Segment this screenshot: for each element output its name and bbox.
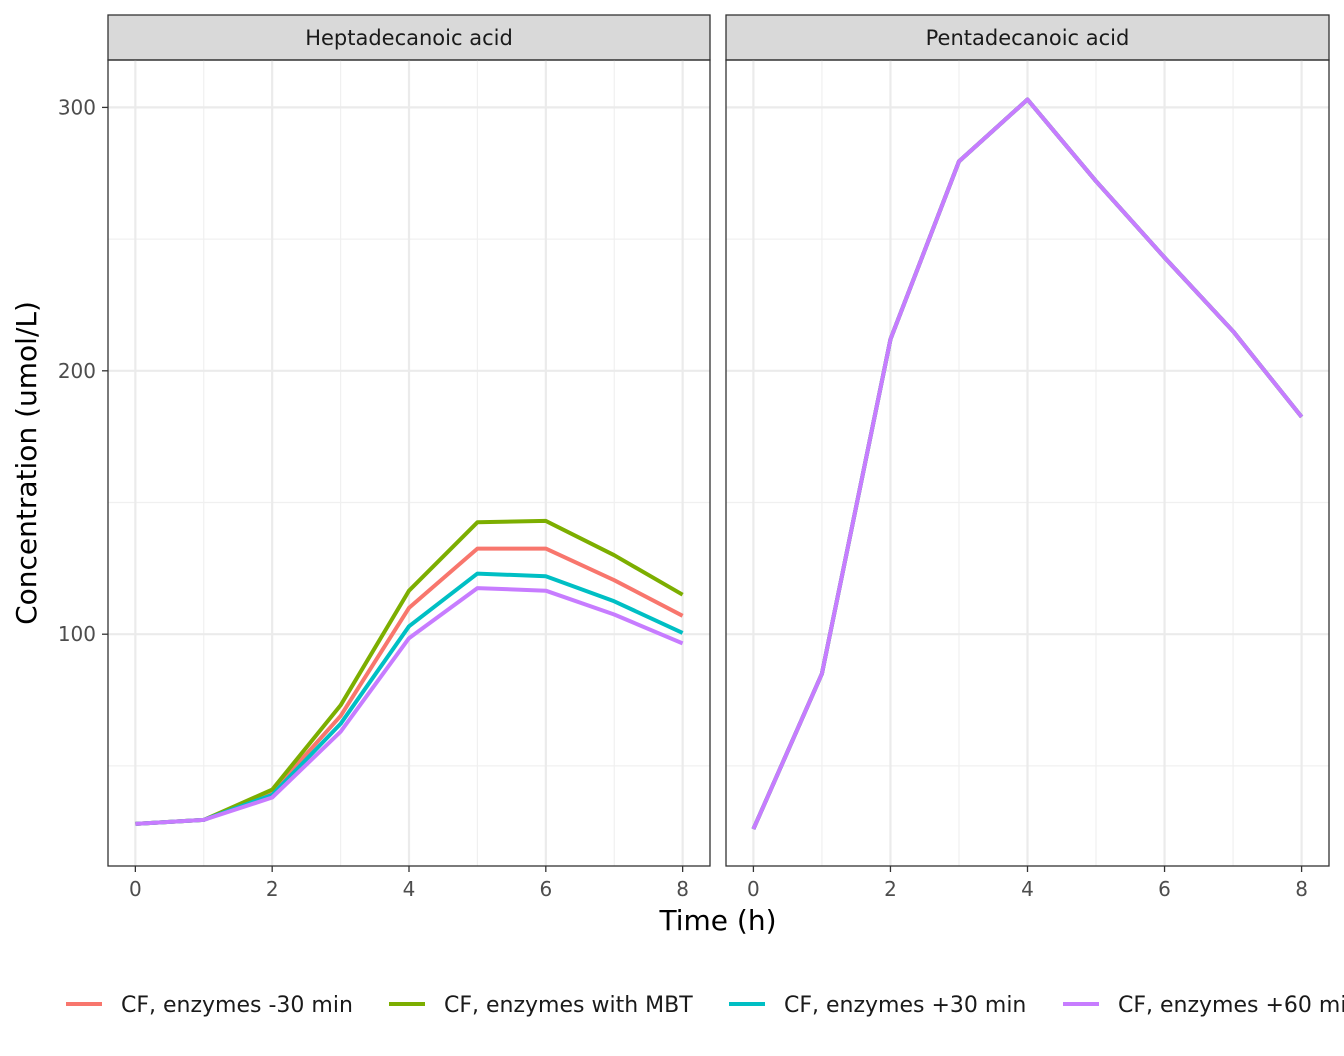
legend-item: CF, enzymes +60 min (1063, 993, 1344, 1018)
legend-item: CF, enzymes +30 min (729, 993, 1026, 1018)
panel-title: Pentadecanoic acid (926, 26, 1130, 50)
x-tick-label: 0 (747, 877, 760, 901)
panel-strip (725, 14, 1330, 61)
legend: CF, enzymes -30 min CF, enzymes with MBT C… (66, 993, 1344, 1018)
panel-title: Heptadecanoic acid (305, 26, 513, 50)
x-tick-label: 6 (1158, 877, 1171, 901)
x-tick-label: 2 (884, 877, 897, 901)
x-tick-label: 4 (403, 877, 416, 901)
series-line-cf-enzymes-60-min (751, 97, 1304, 830)
legend-label: CF, enzymes with MBT (444, 993, 693, 1018)
legend-item: CF, enzymes with MBT (389, 993, 693, 1018)
legend-label: CF, enzymes -30 min (121, 993, 353, 1018)
x-tick-label: 8 (676, 877, 689, 901)
panel-0: Heptadecanoic acid 0 2 4 6 8 100 200 300 (58, 14, 711, 901)
y-tick-label: 300 (58, 95, 96, 119)
series-line-cf-enzymes-60-min (135, 586, 684, 826)
legend-label: CF, enzymes +60 min (1118, 993, 1344, 1018)
y-axis-title: Concentration (umol/L) (10, 301, 43, 625)
legend-item: CF, enzymes -30 min (66, 993, 353, 1018)
x-axis-title: Time (h) (658, 904, 776, 937)
panel-strip (107, 14, 711, 61)
x-tick-label: 4 (1021, 877, 1034, 901)
panels: Heptadecanoic acid 0 2 4 6 8 100 200 300 Pentadec… (58, 14, 1330, 901)
x-tick-label: 8 (1295, 877, 1308, 901)
y-tick-label: 100 (58, 622, 96, 646)
x-tick-label: 6 (539, 877, 552, 901)
x-tick-label: 0 (129, 877, 142, 901)
panel-1: Pentadecanoic acid 0 2 4 6 8 (725, 14, 1330, 901)
x-tick-label: 2 (266, 877, 279, 901)
legend-label: CF, enzymes +30 min (784, 993, 1026, 1018)
y-tick-label: 200 (58, 359, 96, 383)
